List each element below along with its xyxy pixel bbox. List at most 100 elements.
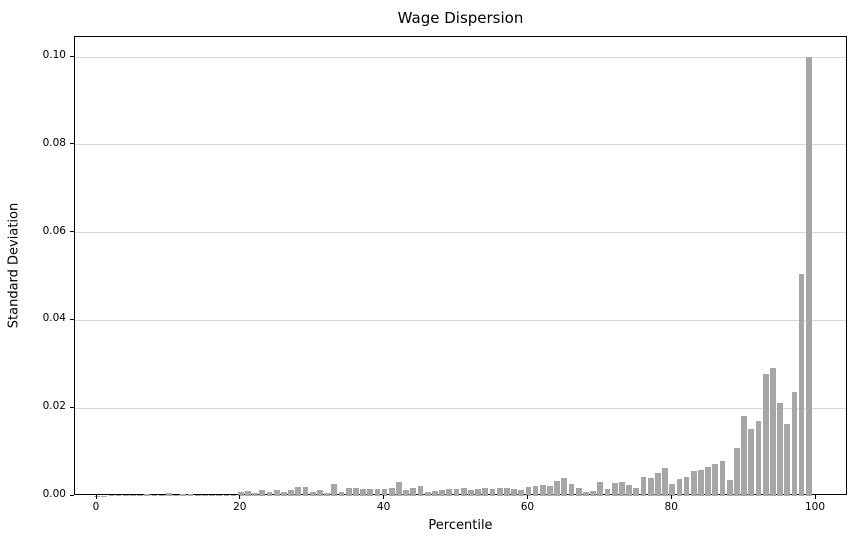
- bar: [216, 495, 223, 496]
- bar: [209, 494, 215, 496]
- bar: [281, 492, 287, 496]
- bar: [432, 490, 438, 496]
- x-axis-label: Percentile: [428, 518, 493, 533]
- bar: [791, 391, 798, 496]
- bar: [151, 495, 158, 496]
- gridline: [75, 56, 846, 58]
- y-tick-mark: [70, 231, 74, 233]
- bar: [575, 487, 582, 496]
- gridline: [75, 144, 846, 146]
- bar: [424, 492, 431, 496]
- y-tick-label: 0.10: [42, 49, 66, 62]
- bar: [712, 463, 719, 496]
- bar: [360, 488, 366, 496]
- bar: [503, 487, 510, 496]
- gridline: [75, 407, 846, 409]
- bar: [309, 491, 316, 496]
- bar: [676, 479, 683, 496]
- y-tick-mark: [70, 143, 74, 145]
- bar: [345, 488, 352, 496]
- bar: [166, 492, 172, 496]
- bar: [122, 495, 129, 496]
- bar: [525, 486, 532, 496]
- bar: [561, 477, 568, 496]
- bar: [683, 476, 690, 496]
- bar: [295, 487, 302, 496]
- x-tick-label: 40: [376, 501, 391, 513]
- bar: [647, 478, 654, 496]
- bar: [187, 494, 194, 496]
- bar: [245, 490, 251, 496]
- bar: [417, 485, 424, 496]
- bar: [324, 492, 330, 496]
- x-tick-mark: [383, 495, 385, 499]
- bar: [266, 491, 273, 496]
- bar: [547, 486, 553, 496]
- bar: [734, 447, 740, 496]
- x-tick-mark: [239, 495, 241, 499]
- bar: [130, 494, 136, 496]
- bar: [403, 489, 410, 496]
- x-tick-label: 0: [92, 501, 100, 513]
- bar: [726, 480, 733, 496]
- y-tick-label: 0.06: [42, 224, 66, 237]
- bar: [805, 57, 812, 496]
- bar: [338, 492, 345, 496]
- bar: [748, 429, 755, 496]
- bar: [388, 487, 395, 496]
- chart-title: Wage Dispersion: [397, 9, 524, 27]
- bar: [583, 492, 589, 496]
- bar: [611, 482, 618, 496]
- y-axis-label: Standard Deviation: [6, 202, 22, 329]
- bar: [618, 481, 625, 496]
- bar: [777, 403, 783, 496]
- bar: [482, 488, 489, 496]
- bar: [518, 490, 525, 496]
- bar: [496, 488, 503, 496]
- bar: [698, 469, 704, 496]
- bar: [539, 485, 546, 496]
- bar: [719, 460, 726, 496]
- y-tick-label: 0.02: [42, 400, 66, 413]
- bar: [201, 494, 208, 496]
- bar: [352, 487, 359, 496]
- bar: [798, 274, 805, 496]
- y-tick-label: 0.08: [42, 136, 66, 149]
- bar: [784, 423, 791, 496]
- bar: [137, 495, 144, 496]
- x-tick-label: 80: [664, 501, 678, 513]
- bar: [554, 480, 561, 496]
- bar: [597, 481, 604, 496]
- y-tick-mark: [70, 406, 74, 408]
- bar: [144, 493, 151, 496]
- bar: [755, 421, 762, 496]
- bar: [475, 488, 481, 496]
- plot-area: [74, 36, 847, 496]
- bar: [604, 488, 611, 496]
- bar: [252, 493, 259, 496]
- bar: [439, 489, 445, 496]
- bar: [331, 484, 338, 496]
- bar: [568, 483, 575, 496]
- bar: [762, 374, 769, 496]
- x-tick-label: 20: [233, 501, 247, 513]
- bar: [410, 487, 417, 496]
- y-tick-mark: [70, 318, 74, 320]
- bar: [108, 495, 115, 496]
- bar: [460, 488, 467, 496]
- bar: [690, 470, 697, 496]
- bar: [317, 489, 323, 496]
- bar: [741, 415, 747, 496]
- bar: [532, 486, 539, 496]
- bar: [633, 487, 640, 496]
- bar: [302, 486, 309, 496]
- bar: [511, 488, 517, 496]
- bar: [288, 489, 294, 496]
- bar: [173, 494, 179, 496]
- y-tick-mark: [70, 494, 74, 496]
- bar: [626, 485, 632, 496]
- bar: [381, 489, 388, 496]
- x-tick-label: 100: [804, 501, 826, 513]
- y-tick-label: 0.00: [42, 488, 66, 500]
